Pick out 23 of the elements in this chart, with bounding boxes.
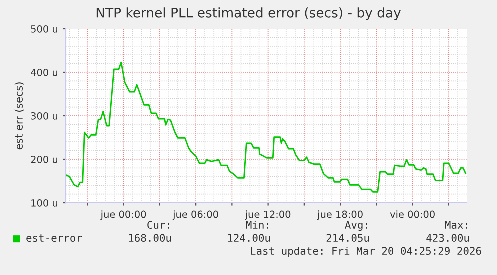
y-tick-label: 500 u — [31, 25, 58, 33]
y-tick-label: 100 u — [32, 199, 58, 207]
x-tick-label: vie 00:00 — [390, 210, 435, 218]
y-tick-label: 400 u — [31, 68, 58, 76]
text: 214.05u — [326, 234, 370, 242]
y-tick-label: 300 u — [31, 112, 58, 120]
line-series — [66, 62, 466, 193]
text: 423.00u — [426, 234, 470, 242]
text: Cur: — [148, 221, 170, 230]
x-tick-label: jue 06:00 — [172, 210, 218, 220]
text: 124.00u — [228, 234, 270, 242]
y-tick-label: 200 u — [31, 156, 58, 164]
x-tick-label: jue 00:00 — [100, 210, 146, 220]
x-tick-label: jue 12:00 — [245, 210, 291, 220]
text: Last update: Fri Mar 20 04:25:29 2026 — [251, 246, 482, 258]
y-axis-title: est err (secs) — [14, 82, 24, 150]
chart-title: NTP kernel PLL estimated error (secs) - by day — [96, 8, 401, 20]
text: 168.00u — [129, 234, 172, 242]
x-tick-label: jue 18:00 — [317, 210, 363, 220]
text: Avg: — [345, 221, 368, 232]
text: Max: — [445, 221, 468, 230]
legend-label: est-error — [26, 234, 82, 242]
text: Min: — [246, 220, 268, 229]
